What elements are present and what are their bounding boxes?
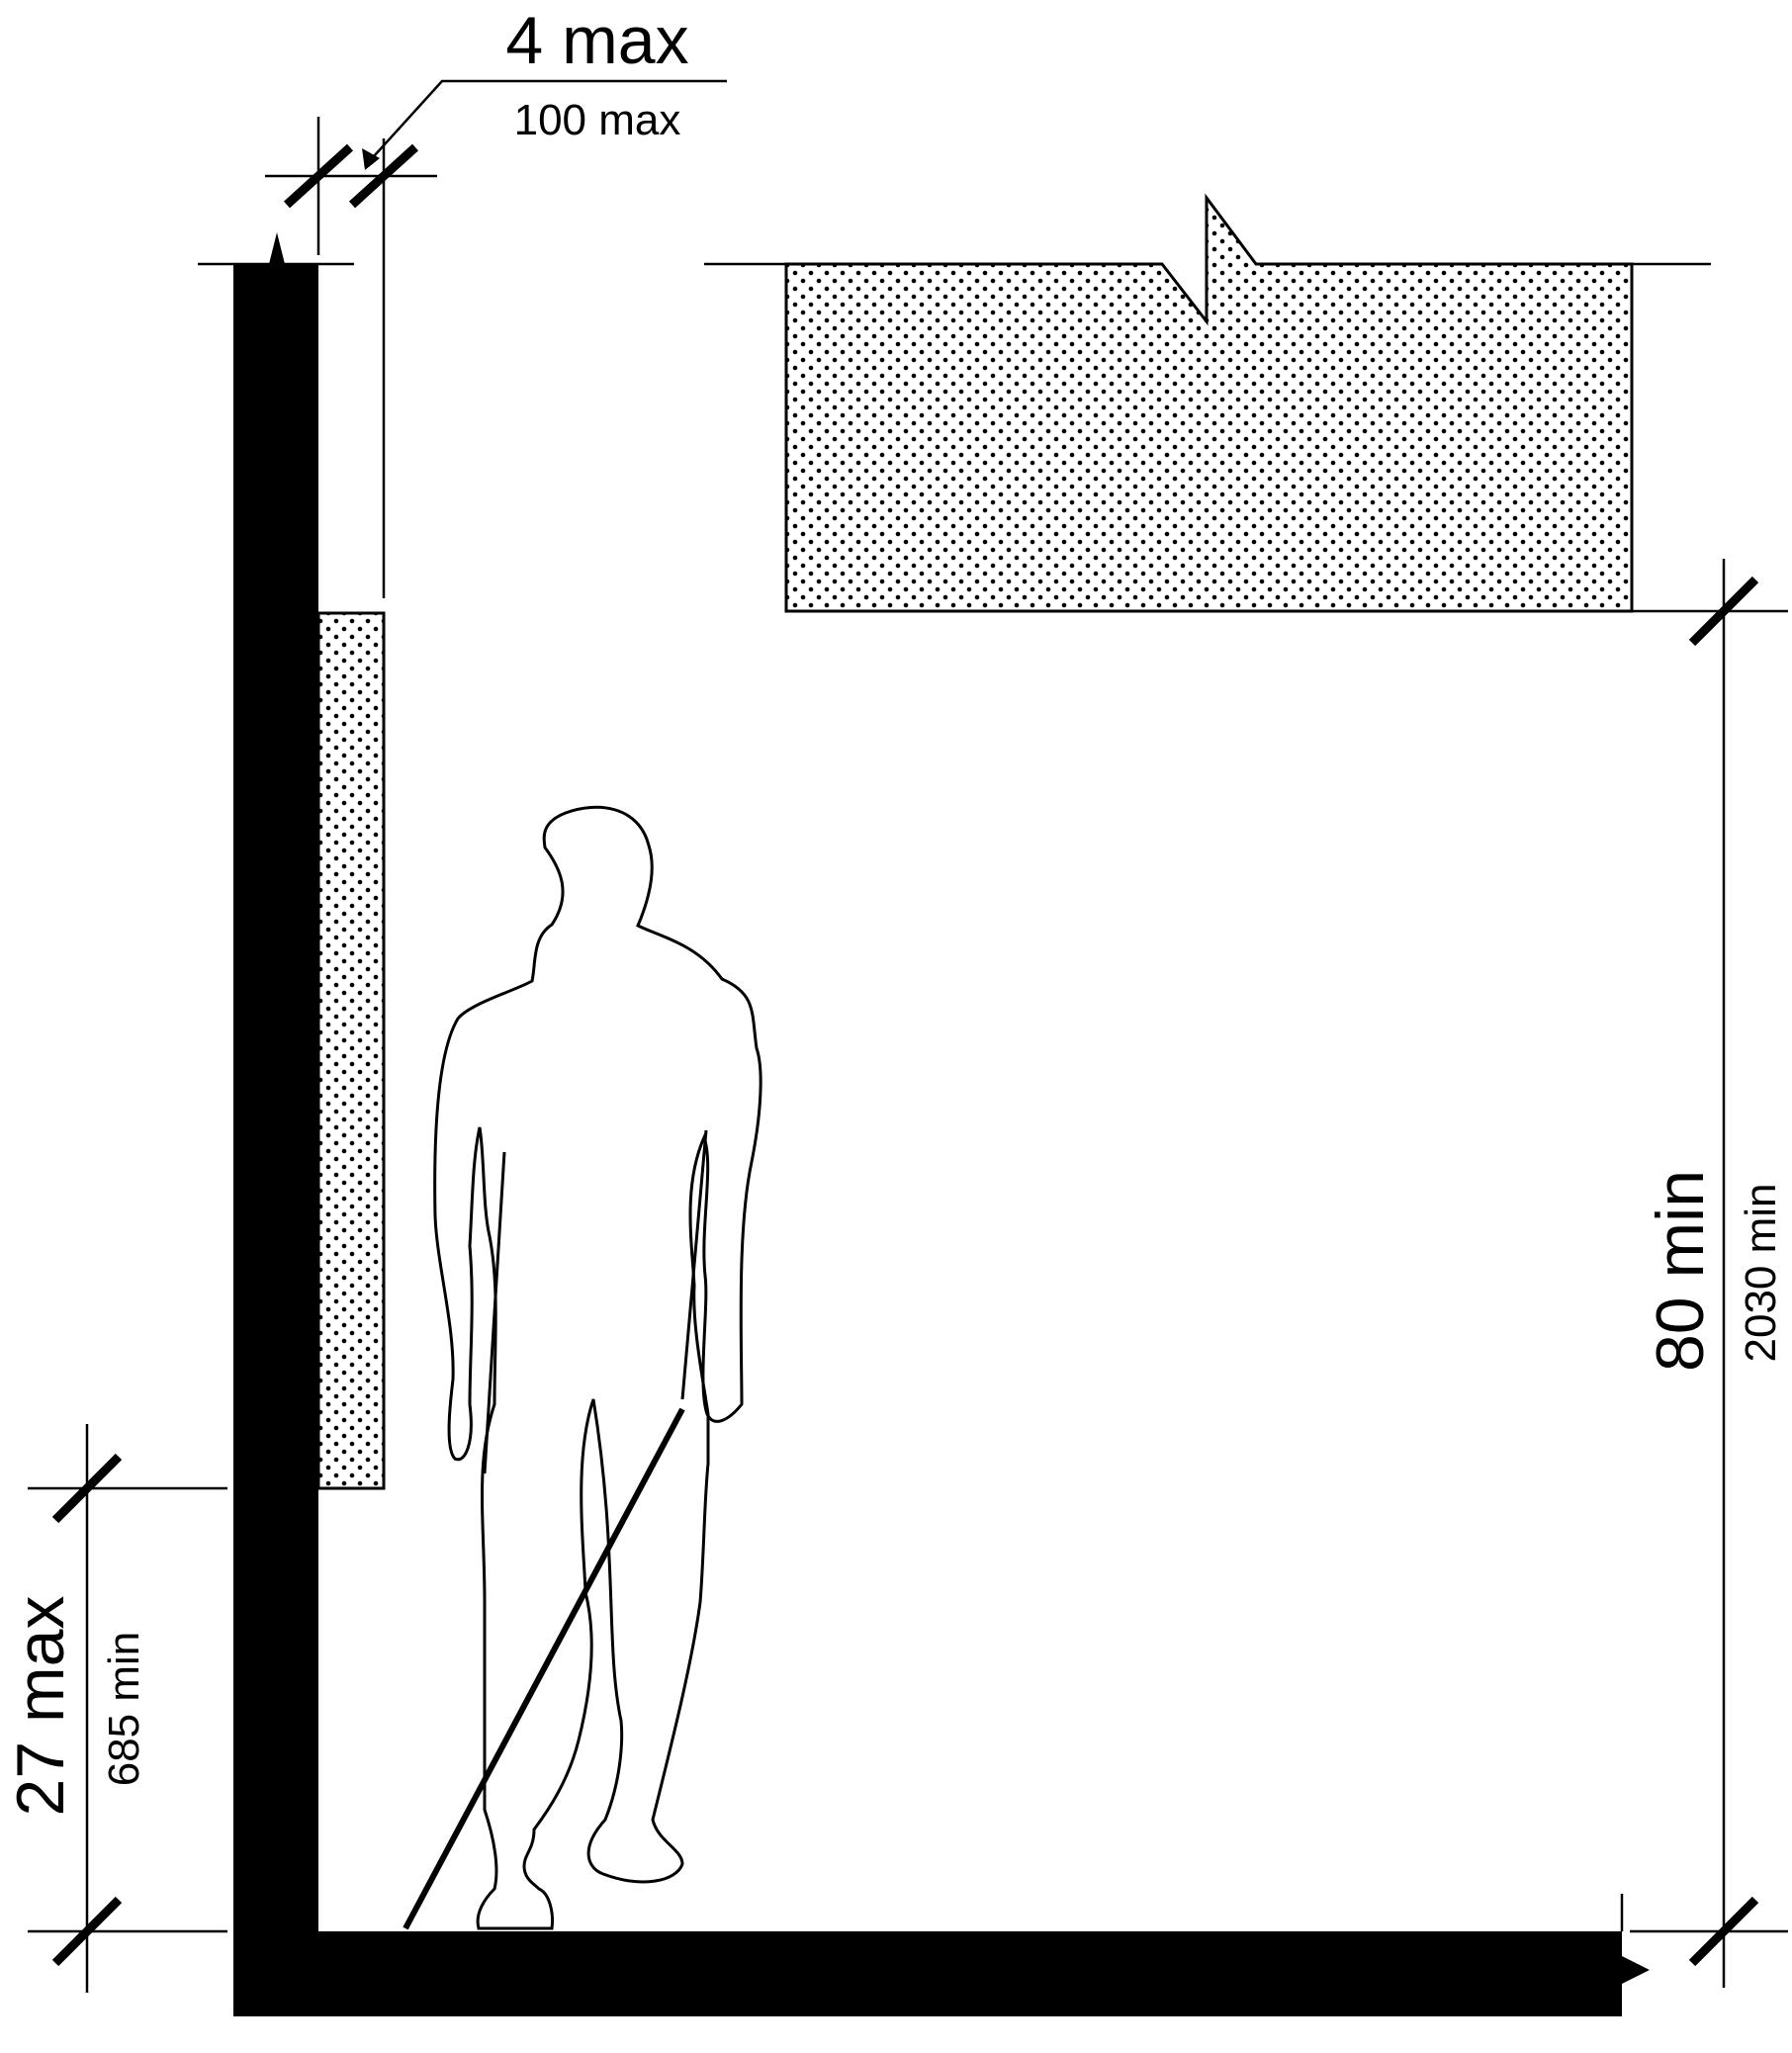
headroom-metric-label: 2030 min — [1737, 1183, 1785, 1362]
person-head — [433, 805, 762, 1930]
person-arm-line-left — [483, 1151, 506, 1474]
white-cane — [403, 1407, 685, 1930]
top-projection-metric-label: 100 max — [514, 96, 681, 144]
leading-edge-metric-label: 685 min — [100, 1632, 148, 1787]
wall-mounted-object — [316, 611, 386, 1490]
headroom-imperial-label: 80 min — [1643, 1170, 1718, 1372]
leading-edge-imperial-label: 27 max — [3, 1596, 78, 1817]
headroom-dimension: 80 min 2030 min — [1620, 559, 1788, 1988]
overhead-object — [784, 193, 1634, 613]
person-with-cane-figure — [403, 805, 762, 1930]
person-arm-line-right — [680, 1129, 708, 1400]
top-projection-dimension: 4 max 100 max — [198, 3, 727, 598]
top-projection-imperial-label: 4 max — [505, 3, 688, 78]
leading-edge-height-dimension: 27 max 685 min — [3, 1424, 227, 1993]
